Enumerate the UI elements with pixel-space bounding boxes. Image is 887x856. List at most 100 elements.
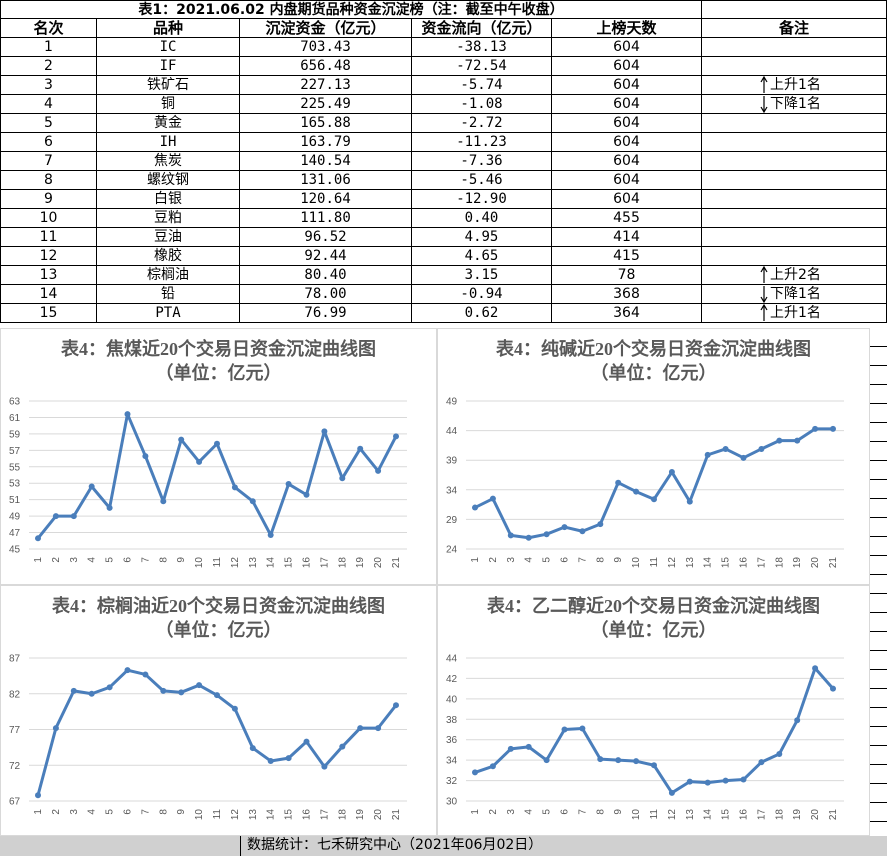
marker	[579, 725, 586, 732]
table-cell	[702, 190, 887, 209]
table-cell: 上升1名	[702, 304, 887, 323]
marker	[489, 763, 496, 770]
chart-title: 表4：焦煤近20个交易日资金沉淀曲线图（单位：亿元）	[61, 339, 376, 383]
x-tick-label: 16	[302, 557, 313, 569]
table-cell: 焦炭	[97, 152, 240, 171]
table-cell: 3.15	[412, 266, 552, 285]
chart: 表4：棕榈油近20个交易日资金沉淀曲线图（单位：亿元） 67 72 77 82 87 1 2 3…	[0, 585, 437, 836]
x-tick-label: 6	[560, 809, 571, 815]
table-cell: 白银	[97, 190, 240, 209]
y-tick-label: 59	[9, 429, 21, 440]
marker	[70, 687, 77, 694]
marker	[812, 425, 819, 432]
marker	[472, 769, 478, 776]
marker	[615, 757, 622, 764]
cell	[870, 499, 887, 518]
table-cell: -12.90	[412, 190, 552, 209]
marker	[52, 513, 59, 520]
marker	[35, 535, 41, 542]
table-cell	[702, 247, 887, 266]
x-tick-label: 7	[140, 557, 151, 563]
marker	[70, 513, 77, 520]
marker	[321, 763, 328, 770]
table-cell: IC	[97, 38, 240, 57]
cell	[870, 670, 887, 689]
marker	[722, 445, 729, 452]
y-tick-label: 36	[446, 735, 458, 746]
header-cell: 品种	[97, 19, 240, 38]
table-cell: 2	[0, 57, 97, 76]
table-cell: 76.99	[240, 304, 412, 323]
x-tick-label: 8	[158, 557, 169, 563]
table-cell: -11.23	[412, 133, 552, 152]
marker	[267, 757, 274, 764]
marker	[704, 451, 711, 458]
table-cell: -1.08	[412, 95, 552, 114]
table-cell	[702, 133, 887, 152]
cell	[870, 575, 887, 594]
x-tick-label: 17	[756, 557, 767, 569]
table-cell: 604	[552, 76, 702, 95]
table-cell: 4.65	[412, 247, 552, 266]
y-tick-label: 51	[9, 495, 21, 506]
y-tick-label: 49	[446, 397, 458, 408]
marker	[303, 738, 310, 745]
table-cell: 92.44	[240, 247, 412, 266]
marker	[178, 689, 185, 696]
x-tick-label: 20	[373, 557, 384, 569]
cell	[870, 594, 887, 613]
table-cell	[702, 209, 887, 228]
marker	[776, 437, 783, 444]
y-tick-label: 87	[9, 654, 21, 665]
x-tick-label: 18	[774, 557, 785, 569]
marker	[668, 469, 675, 476]
chart: 表4：纯碱近20个交易日资金沉淀曲线图（单位：亿元） 24 29 34 39 44 49 1 2…	[437, 328, 870, 585]
cell	[870, 803, 887, 822]
table-cell: 7	[0, 152, 97, 171]
table-cell: 140.54	[240, 152, 412, 171]
y-tick-label: 72	[9, 761, 21, 772]
y-tick-label: 61	[9, 413, 21, 424]
header-cell: 名次	[0, 19, 97, 38]
marker	[758, 445, 765, 452]
table-cell: IF	[97, 57, 240, 76]
x-tick-label: 15	[284, 809, 295, 821]
marker	[303, 491, 310, 498]
x-tick-label: 11	[649, 557, 660, 568]
marker	[651, 762, 657, 769]
y-tick-label: 47	[9, 528, 21, 539]
x-tick-label: 13	[685, 809, 696, 821]
x-tick-label: 5	[542, 557, 553, 563]
marker	[633, 488, 640, 495]
marker	[472, 504, 478, 511]
marker	[124, 667, 131, 674]
table-cell: 78	[552, 266, 702, 285]
footer: 数据统计：七禾研究中心（2021年06月02日）	[240, 836, 887, 856]
x-tick-label: 20	[810, 809, 821, 821]
marker	[615, 479, 622, 486]
y-tick-label: 49	[9, 512, 21, 523]
x-tick-label: 10	[631, 809, 642, 821]
table-cell: 78.00	[240, 285, 412, 304]
down-arrow	[760, 96, 768, 113]
x-tick-label: 12	[230, 557, 241, 569]
table-cell: -7.36	[412, 152, 552, 171]
y-tick-label: 40	[446, 694, 458, 705]
x-tick-label: 8	[158, 809, 169, 815]
header-cell: 备注	[702, 19, 887, 38]
x-tick-label: 3	[506, 809, 517, 815]
cell	[870, 689, 887, 708]
x-tick-label: 15	[721, 557, 732, 569]
table-cell: 604	[552, 95, 702, 114]
cell	[870, 727, 887, 746]
table-cell: 96.52	[240, 228, 412, 247]
x-tick-label: 11	[212, 557, 223, 568]
x-tick-label: 19	[792, 557, 803, 569]
table-cell	[702, 57, 887, 76]
cell	[870, 708, 887, 727]
marker	[214, 692, 220, 699]
x-tick-label: 9	[613, 809, 624, 815]
table-cell: 120.64	[240, 190, 412, 209]
